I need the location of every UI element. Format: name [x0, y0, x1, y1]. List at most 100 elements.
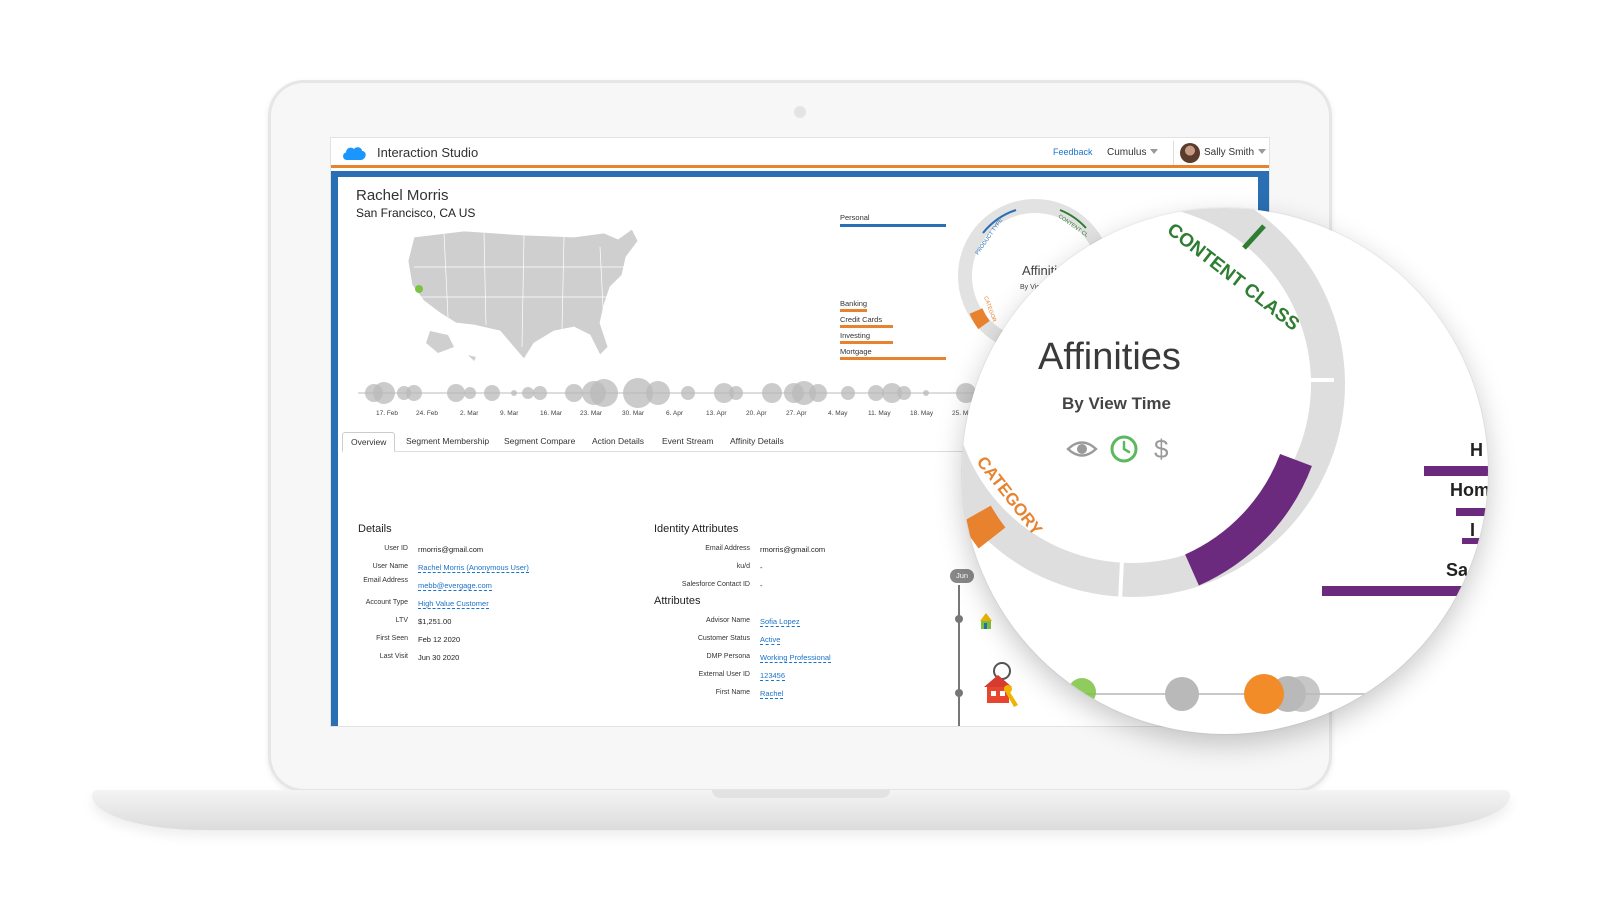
profile-location: San Francisco, CA US [356, 206, 476, 220]
affinities-subtitle: By View Time [1062, 394, 1171, 413]
tab-action-details[interactable]: Action Details [592, 436, 644, 446]
bar-investing [840, 341, 893, 344]
affinity-item-label: Hom [1450, 480, 1488, 500]
timeline-date: 13. Apr [706, 410, 727, 417]
bar-banking [840, 309, 867, 312]
bar-label: Personal [840, 213, 870, 222]
bar-personal [840, 224, 946, 227]
field-value: rmorris@gmail.com [760, 545, 826, 554]
identity-title: Identity Attributes [654, 523, 739, 535]
timeline-date: 23. Mar [580, 410, 603, 417]
top-bar: Interaction Studio Feedback Cumulus Sall… [331, 138, 1269, 168]
app-title: Interaction Studio [377, 145, 479, 160]
tab-segment-compare[interactable]: Segment Compare [504, 436, 576, 446]
field-value-link[interactable]: Rachel [760, 689, 784, 699]
field-value-link[interactable]: High Value Customer [418, 599, 489, 609]
field-label: External User ID [698, 671, 750, 678]
timeline-date: 16. Mar [540, 410, 563, 417]
event-dot[interactable] [955, 615, 963, 623]
details-title: Details [358, 523, 392, 535]
bar-label: Investing [840, 331, 871, 340]
affinity-item-label: I [1470, 520, 1476, 540]
chevron-down-icon [1258, 149, 1267, 154]
timeline-date: 18. May [910, 410, 934, 417]
us-map [407, 228, 639, 361]
field-value-link[interactable]: 123456 [760, 671, 786, 681]
eye-icon [1066, 441, 1098, 457]
tab-event-stream[interactable]: Event Stream [662, 436, 714, 446]
dollar-icon: $ [1154, 434, 1169, 464]
salesforce-cloud-icon[interactable] [341, 144, 367, 162]
field-value: rmorris@gmail.com [418, 545, 484, 554]
timeline-date: 25. M [952, 410, 969, 417]
field-label: Last Visit [379, 653, 408, 660]
tab-overview[interactable]: Overview [342, 432, 396, 452]
chevron-down-icon [1150, 149, 1159, 154]
bar-label: Mortgage [840, 347, 872, 356]
activity-timeline: 17. Feb 24. Feb 2. Mar 9. Mar 16. Mar 23… [348, 373, 978, 421]
field-value: $1,251.00 [418, 617, 452, 626]
timeline-bubbles [358, 378, 978, 408]
field-label: LTV [395, 617, 408, 624]
field-label: Customer Status [697, 635, 750, 642]
event-dot[interactable] [955, 689, 963, 697]
affinities-title: Affinities [1038, 336, 1181, 378]
timeline-date: 4. May [828, 410, 848, 417]
laptop-notch [712, 790, 890, 798]
avatar [1180, 143, 1200, 163]
house-icon[interactable] [978, 609, 994, 631]
account-select[interactable]: Cumulus [1107, 147, 1159, 158]
timeline-date: 27. Apr [786, 410, 807, 417]
field-value: Jun 30 2020 [418, 653, 460, 662]
profile-tabs: Overview Segment Membership Segment Comp… [342, 432, 1252, 452]
affinity-item-label: H [1470, 440, 1483, 460]
field-label: Email Address [363, 577, 408, 584]
tab-segment-membership[interactable]: Segment Membership [406, 436, 490, 446]
field-value-link[interactable]: mebb@evergage.com [418, 581, 492, 591]
timeline-date: 9. Mar [500, 410, 519, 417]
bar-label: Credit Cards [840, 315, 883, 324]
field-label: User Name [372, 563, 408, 570]
bar-mortgage [840, 357, 946, 360]
timeline-date: 30. Mar [622, 410, 645, 417]
field-value: Feb 12 2020 [418, 635, 461, 644]
affinities-donut-zoomed: CONTENT CLASS CATEGORY KEYWORD [962, 208, 1488, 714]
user-name: Sally Smith [1204, 147, 1267, 158]
field-value: - [760, 581, 763, 590]
event-stream-line [958, 585, 960, 726]
field-label: ku/d [736, 563, 750, 570]
field-value-link[interactable]: Sofia Lopez [760, 617, 800, 627]
feedback-link[interactable]: Feedback [1053, 147, 1093, 157]
field-value: - [760, 563, 763, 572]
field-label: First Seen [376, 635, 408, 642]
field-label: Advisor Name [706, 617, 750, 624]
affinity-item-label: Sa [1446, 560, 1469, 580]
camera-dot [794, 106, 806, 118]
affinities-magnifier: CONTENT CLASS CATEGORY KEYWORD Affinitie… [962, 208, 1488, 734]
user-menu[interactable]: Sally Smith [1173, 141, 1267, 165]
field-value-link[interactable]: Working Professional [760, 653, 831, 663]
field-value-link[interactable]: Active [760, 635, 781, 645]
field-label: Account Type [365, 599, 408, 606]
field-label: Email Address [705, 545, 750, 552]
timeline-date: 2. Mar [460, 410, 479, 417]
view-mode-icons: $ [1066, 434, 1169, 464]
view-mode-toggle: $ [1066, 434, 1186, 464]
laptop-base [92, 790, 1510, 830]
donut-subtitle: By View [1020, 284, 1046, 291]
timeline-date: 17. Feb [376, 410, 399, 417]
account-label: Cumulus [1107, 147, 1147, 158]
field-value-link[interactable]: Rachel Morris (Anonymous User) [418, 563, 529, 573]
timeline-date: 6. Apr [666, 410, 683, 417]
profile-name: Rachel Morris [356, 187, 449, 204]
field-label: DMP Persona [706, 653, 750, 660]
timeline-date: 20. Apr [746, 410, 767, 417]
bar-credit-cards [840, 325, 893, 328]
timeline-date: 24. Feb [416, 410, 439, 417]
house-key-icon[interactable] [980, 661, 1024, 709]
timeline-date: 11. May [868, 410, 891, 417]
bar-label: Banking [840, 299, 868, 308]
field-label: Salesforce Contact ID [681, 581, 750, 588]
tab-affinity-details[interactable]: Affinity Details [730, 436, 784, 446]
attributes-title: Attributes [654, 595, 701, 607]
